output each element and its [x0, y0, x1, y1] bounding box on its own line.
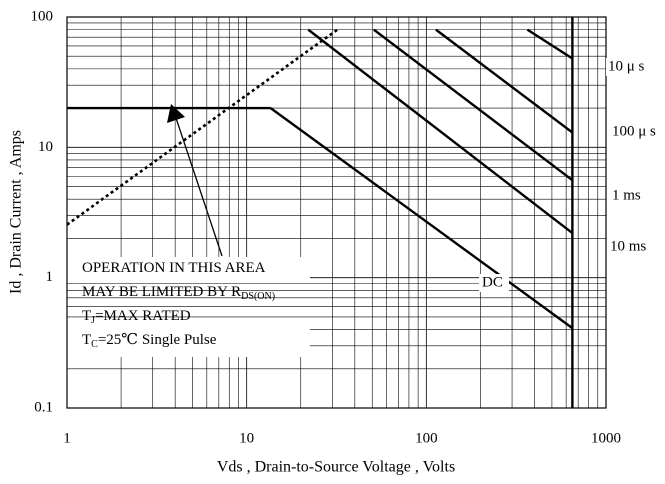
series-label: 100 μ s	[612, 123, 656, 139]
y-axis-title: Id , Drain Current , Amps	[8, 130, 25, 294]
series-line	[373, 28, 574, 182]
label-bg	[610, 187, 664, 205]
series-label: 10 ms	[610, 238, 646, 254]
annotation-text: =25℃ Single Pulse	[98, 332, 217, 348]
label-bg	[606, 58, 660, 76]
series-label: 10 μ s	[608, 58, 645, 74]
annotation-text: =MAX RATED	[95, 308, 191, 324]
series-line	[526, 28, 574, 60]
annotation-line: TC=25℃ Single Pulse	[82, 332, 217, 350]
annotation-text: OPERATION IN THIS AREA	[82, 260, 266, 276]
annotation-box	[67, 257, 310, 357]
arrow-head	[167, 104, 185, 123]
series-line	[307, 28, 574, 234]
y-tick-label: 100	[31, 8, 54, 24]
annotation-text: T	[82, 308, 91, 324]
box-lines	[67, 283, 310, 318]
annotation-line: OPERATION IN THIS AREA	[82, 260, 266, 276]
grid	[66, 16, 607, 409]
annotation-line: TJ=MAX RATED	[82, 308, 191, 326]
series-label: DC	[482, 274, 503, 290]
series-line	[269, 107, 574, 330]
y-tick-label: 10	[38, 139, 53, 155]
annotation-text: T	[82, 332, 91, 348]
arrow	[175, 117, 223, 257]
label-bg	[479, 274, 509, 292]
subscript: J	[91, 315, 95, 326]
y-tick-label: 0.1	[34, 399, 53, 415]
x-tick-label: 1000	[591, 430, 621, 446]
label-bg	[608, 238, 662, 256]
annotation-text: MAY BE LIMITED BY R	[82, 284, 241, 300]
annotation-line: MAY BE LIMITED BY RDS(ON)	[82, 284, 275, 302]
series-line	[435, 28, 574, 134]
subscript: DS(ON)	[241, 291, 275, 302]
subscript: C	[91, 339, 98, 350]
x-tick-label: 100	[415, 430, 438, 446]
x-tick-label: 1	[63, 430, 71, 446]
plot-frame	[66, 16, 607, 409]
lines	[66, 17, 574, 408]
y-tick-label: 1	[46, 269, 54, 285]
series-label: 1 ms	[612, 187, 641, 203]
x-tick-label: 10	[239, 430, 254, 446]
x-axis-title: Vds , Drain-to-Source Voltage , Volts	[217, 459, 455, 476]
series-line	[66, 28, 339, 226]
annotation: OPERATION IN THIS AREA MAY BE LIMITED BY …	[82, 260, 275, 350]
label-bg	[610, 123, 664, 141]
